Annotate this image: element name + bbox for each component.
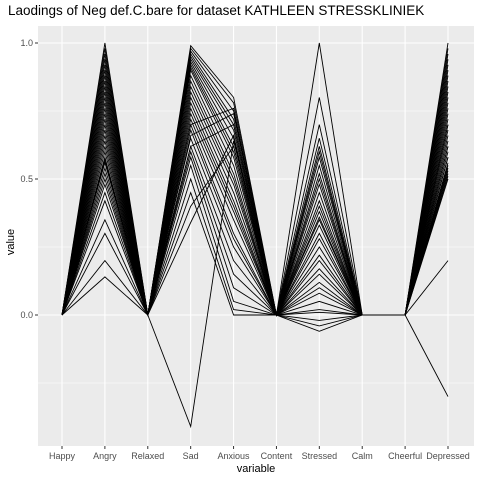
x-tick-label-7: Calm — [352, 451, 373, 461]
x-tick-label-6: Stressed — [302, 451, 338, 461]
y-tick-label-1: 0.5 — [20, 174, 33, 184]
x-axis-ticks: Happy Angry Relaxed Sad Anxious Content Stress… — [49, 446, 470, 461]
x-tick-label-5: Content — [261, 451, 293, 461]
x-tick-label-2: Relaxed — [131, 451, 164, 461]
y-axis-ticks: 0.0 0.5 1.0 — [20, 38, 38, 320]
y-tick-label-0: 0.0 — [20, 310, 33, 320]
x-tick-label-4: Anxious — [218, 451, 251, 461]
x-tick-label-9: Depressed — [426, 451, 470, 461]
chart-title: Laodings of Neg def.C.bare for dataset K… — [8, 3, 425, 18]
grid-lines — [38, 26, 474, 446]
x-tick-label-1: Angry — [93, 451, 117, 461]
x-tick-label-0: Happy — [49, 451, 76, 461]
y-tick-label-2: 1.0 — [20, 38, 33, 48]
x-axis-title: variable — [237, 463, 276, 475]
series-line-33 — [61, 140, 449, 429]
y-axis-title: value — [5, 229, 17, 255]
x-tick-label-3: Sad — [183, 451, 199, 461]
x-tick-label-8: Cheerful — [388, 451, 422, 461]
series-lines — [61, 42, 449, 429]
